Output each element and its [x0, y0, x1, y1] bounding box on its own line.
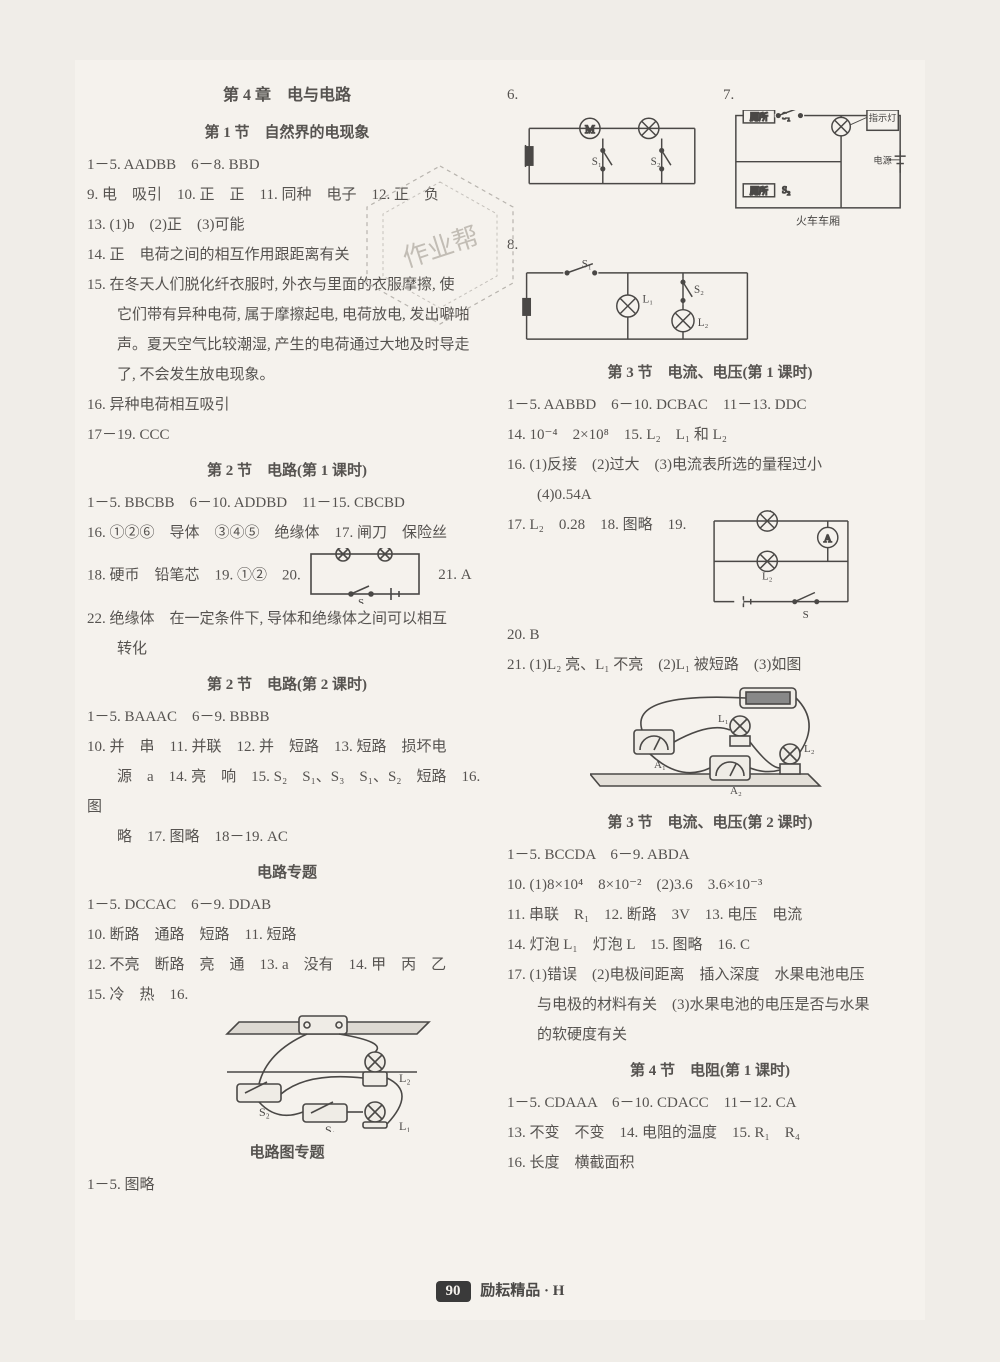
text-line: 它们带有异种电荷, 属于摩擦起电, 电荷放电, 发出噼啪 [87, 300, 487, 330]
label-l2: L₂ [804, 743, 815, 755]
text-line: 18. 硬币 铅笔芯 19. ①② 20. S 21. A [87, 548, 487, 604]
label-caption: 火车车厢 [796, 213, 840, 227]
svg-text:S₂: S₂ [782, 185, 790, 195]
footer-text: 励耘精品 · H [480, 1283, 564, 1299]
label-l1: L₁ [643, 293, 654, 305]
section-2b-title: 第 2 节 电路(第 2 课时) [87, 670, 487, 700]
section-2a-title: 第 2 节 电路(第 1 课时) [87, 456, 487, 486]
text-line: 的软硬度有关 [507, 1020, 913, 1050]
text-line: 1－5. BBCBB 6－10. ADDBD 11－15. CBCBD [87, 488, 487, 518]
label-a1: A₁ [654, 759, 666, 771]
text-line: 10. (1)8×10⁴ 8×10⁻² (2)3.6 3.6×10⁻³ [507, 870, 913, 900]
text-line: 11. 串联 R₁ 12. 断路 3V 13. 电压 电流 [507, 900, 913, 930]
text-line: 1－5. BAAAC 6－9. BBBB [87, 702, 487, 732]
text-line: 1－5. DCCAC 6－9. DDAB [87, 890, 487, 920]
text-line: (4)0.54A [507, 480, 913, 510]
label-a2: A₂ [730, 785, 742, 797]
label-l2: L₂ [762, 571, 773, 583]
text-line: 15. 冷 热 16. [87, 980, 487, 1010]
text-line: 12. 不亮 断路 亮 通 13. a 没有 14. 甲 丙 乙 [87, 950, 487, 980]
circuit-d19: A L₁ L₂ S [696, 510, 866, 620]
text-line: 14. 正 电荷之间的相互作用跟距离有关 [87, 240, 487, 270]
circuit-d21: A₁ A₂ L₁ L₂ [590, 682, 830, 802]
text-line: 9. 电 吸引 10. 正 正 11. 同种 电子 12. 正 负 [87, 180, 487, 210]
text-line: 了, 不会发生放电现象。 [87, 360, 487, 390]
svg-text:M: M [585, 124, 595, 136]
topic-1-title: 电路专题 [87, 858, 487, 888]
text-span: 17. L₂ 0.28 18. 图略 19. [507, 510, 686, 540]
text-line: 13. 不变 不变 14. 电阻的温度 15. R₁ R₄ [507, 1118, 913, 1148]
text-line: 声。夏天空气比较潮湿, 产生的电荷通过大地及时导走 [87, 330, 487, 360]
text-line: 略 17. 图略 18－19. AC [87, 822, 487, 852]
circuit-d7: 厕所 S₁ 厕所 S₂ [723, 110, 913, 230]
text-span: 15. 冷 热 16. [87, 987, 188, 1003]
label-s1: S₁ [325, 1123, 336, 1132]
right-column: 6. M [507, 80, 913, 1200]
label-s: S [803, 609, 809, 620]
text-span: 21. A [438, 567, 471, 583]
label-s2: S₂ [694, 284, 704, 296]
section-1-title: 第 1 节 自然界的电现象 [87, 118, 487, 148]
label-s2: S₂ [259, 1105, 270, 1119]
text-line: 1－5. CDAAA 6－10. CDACC 11－12. CA [507, 1088, 913, 1118]
text-line: 17－19. CCC [87, 420, 487, 450]
text-line: 转化 [87, 634, 487, 664]
text-line: 1－5. 图略 [87, 1170, 487, 1200]
circuit-q16-left: S₂ S₁ L₂ L₁ [207, 1012, 437, 1132]
text-line: 22. 绝缘体 在一定条件下, 导体和绝缘体之间可以相互 [87, 604, 487, 634]
page: 作业帮 第 4 章 电与电路 第 1 节 自然界的电现象 1－5. AADBB … [75, 60, 925, 1320]
text-line: 1－5. AABBD 6－10. DCBAC 11－13. DDC [507, 390, 913, 420]
svg-text:厕所: 厕所 [750, 186, 768, 196]
text-line: 20. B [507, 620, 913, 650]
chapter-title: 第 4 章 电与电路 [87, 80, 487, 112]
label-7: 7. [723, 87, 734, 103]
label-l1: L₁ [762, 510, 773, 513]
text-line: 15. 在冬天人们脱化纤衣服时, 外衣与里面的衣服摩擦, 使 [87, 270, 487, 300]
section-3b-title: 第 3 节 电流、电压(第 2 课时) [507, 808, 913, 838]
text-line: 14. 10⁻⁴ 2×10⁸ 15. L₂ L₁ 和 L₂ [507, 420, 913, 450]
text-line: 16. 长度 横截面积 [507, 1148, 913, 1178]
text-line: 16. (1)反接 (2)过大 (3)电流表所选的量程过小 [507, 450, 913, 480]
text-line: 16. 异种电荷相互吸引 [87, 390, 487, 420]
text-line: 14. 灯泡 L₁ 灯泡 L 15. 图略 16. C [507, 930, 913, 960]
page-number-badge: 90 [436, 1281, 471, 1302]
text-line: 13. (1)b (2)正 (3)可能 [87, 210, 487, 240]
text-line: 10. 断路 通路 短路 11. 短路 [87, 920, 487, 950]
text-line: 21. (1)L₂ 亮、L₁ 不亮 (2)L₁ 被短路 (3)如图 [507, 650, 913, 680]
label-l1: L₁ [718, 713, 729, 725]
svg-text:厕所: 厕所 [750, 112, 768, 122]
svg-text:A: A [824, 533, 832, 545]
label-indicator: 指示灯 [869, 112, 897, 123]
text-line: 源 a 14. 亮 响 15. S₂ S₁、S₃ S₁、S₂ 短路 16. 图 [87, 762, 487, 822]
label-s1: S₁ [592, 156, 602, 168]
text-line: 10. 并 串 11. 并联 12. 并 短路 13. 短路 损坏电 [87, 732, 487, 762]
label-6: 6. [507, 87, 518, 103]
text-line: 17. L₂ 0.28 18. 图略 19. A [507, 510, 913, 620]
text-line: 1－5. BCCDA 6－9. ABDA [507, 840, 913, 870]
label-l2: L₂ [399, 1071, 411, 1085]
circuit-q20-icon: S [305, 548, 425, 604]
label-power: 电源 [873, 155, 891, 166]
circuit-d6: M S₁ S₂ [507, 110, 717, 202]
label-s2: S₂ [651, 156, 661, 168]
text-line: 1－5. AADBB 6－8. BBD [87, 150, 487, 180]
text-line: 17. (1)错误 (2)电极间距离 插入深度 水果电池电压 [507, 960, 913, 990]
text-line: 与电极的材料有关 (3)水果电池的电压是否与水果 [507, 990, 913, 1020]
section-3a-title: 第 3 节 电流、电压(第 1 课时) [507, 358, 913, 388]
left-column: 第 4 章 电与电路 第 1 节 自然界的电现象 1－5. AADBB 6－8.… [87, 80, 487, 1200]
text-span: 18. 硬币 铅笔芯 19. ①② 20. [87, 567, 301, 583]
label-l2: L₂ [698, 317, 709, 329]
section-4-title: 第 4 节 电阻(第 1 课时) [507, 1056, 913, 1086]
text-line: 16. ①②⑥ 导体 ③④⑤ 绝缘体 17. 闸刀 保险丝 [87, 518, 487, 548]
page-footer: 90 励耘精品 · H [75, 1279, 925, 1302]
circuit-d8: S₁ S₂ L₁ L₂ [507, 260, 767, 352]
svg-text:S: S [357, 597, 363, 604]
label-s1: S₁ [582, 260, 592, 270]
label-l1: L₁ [399, 1119, 411, 1132]
topic-2-title: 电路图专题 [87, 1138, 487, 1168]
label-8: 8. [507, 237, 518, 253]
